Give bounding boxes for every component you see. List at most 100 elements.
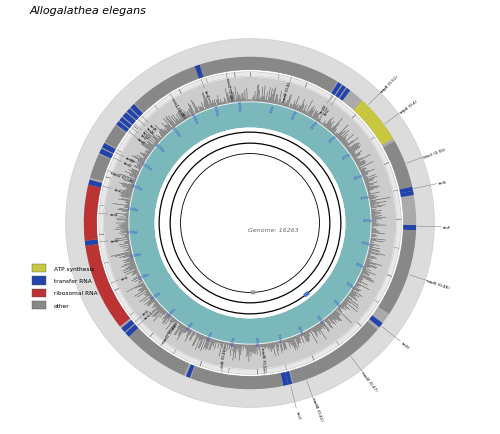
Text: trnW: trnW <box>124 156 134 164</box>
Text: 11000bp: 11000bp <box>138 272 150 280</box>
Circle shape <box>154 128 346 319</box>
Wedge shape <box>130 105 143 118</box>
Wedge shape <box>332 83 342 96</box>
Wedge shape <box>84 185 101 241</box>
Text: 1500bp: 1500bp <box>310 119 319 130</box>
Bar <box>32 276 46 285</box>
Wedge shape <box>248 373 283 389</box>
Text: trnL2: trnL2 <box>144 310 155 320</box>
Text: trnY: trnY <box>136 138 146 145</box>
Wedge shape <box>314 322 378 375</box>
Text: nad3 (0.53): nad3 (0.53) <box>110 171 134 183</box>
Text: 15500bp: 15500bp <box>212 105 220 117</box>
Text: trnN: trnN <box>146 127 154 135</box>
Wedge shape <box>400 191 414 197</box>
Text: trnS: trnS <box>438 180 448 186</box>
Text: 16000bp: 16000bp <box>236 100 240 112</box>
Text: nad2 (0.4): nad2 (0.4) <box>282 82 292 103</box>
Wedge shape <box>191 366 248 389</box>
Wedge shape <box>400 187 413 194</box>
Text: 10000bp: 10000bp <box>166 306 177 318</box>
Text: trnQ: trnQ <box>142 130 152 139</box>
Text: nad4l (0.41): nad4l (0.41) <box>311 396 323 421</box>
Text: 11500bp: 11500bp <box>130 251 142 258</box>
Wedge shape <box>303 291 310 298</box>
Wedge shape <box>340 89 350 102</box>
Text: 7500bp: 7500bp <box>276 332 281 343</box>
Text: nad6 (0.51): nad6 (0.51) <box>260 347 266 371</box>
Wedge shape <box>120 118 132 129</box>
Wedge shape <box>251 291 256 295</box>
Wedge shape <box>84 58 416 389</box>
Wedge shape <box>99 149 113 159</box>
Text: ATP synthesis: ATP synthesis <box>54 266 94 271</box>
Text: rrnS: rrnS <box>110 213 118 217</box>
Text: 7000bp: 7000bp <box>296 325 304 335</box>
Wedge shape <box>86 244 130 327</box>
Text: trnI: trnI <box>114 187 122 193</box>
Text: trnD: trnD <box>122 161 132 168</box>
Text: trnC: trnC <box>323 107 332 116</box>
Text: 14000bp: 14000bp <box>154 142 165 153</box>
Text: 6500bp: 6500bp <box>315 313 324 324</box>
Text: 2500bp: 2500bp <box>342 152 352 161</box>
Text: 3500bp: 3500bp <box>360 195 370 201</box>
Text: cox1 (0.46): cox1 (0.46) <box>170 97 186 118</box>
Wedge shape <box>99 72 401 375</box>
Wedge shape <box>364 112 393 146</box>
Text: ribosomal RNA: ribosomal RNA <box>54 291 98 296</box>
Text: cob (0.46): cob (0.46) <box>220 346 228 368</box>
Wedge shape <box>186 365 194 378</box>
Text: trnF: trnF <box>443 225 452 229</box>
Text: cox3 (0.55): cox3 (0.55) <box>422 147 446 159</box>
Wedge shape <box>403 225 416 231</box>
Text: 4500bp: 4500bp <box>361 240 372 246</box>
Text: trnH: trnH <box>400 341 410 349</box>
Text: 13000bp: 13000bp <box>131 184 144 191</box>
Text: 15000bp: 15000bp <box>190 113 199 125</box>
Text: transfer RNA: transfer RNA <box>54 278 92 283</box>
Text: nad5 (0.48): nad5 (0.48) <box>426 279 450 290</box>
Wedge shape <box>250 58 338 93</box>
Text: Genome: 16263: Genome: 16263 <box>248 227 298 233</box>
Wedge shape <box>354 101 374 121</box>
Text: other: other <box>54 303 70 308</box>
Text: atp6 (0.4): atp6 (0.4) <box>400 99 418 114</box>
Bar <box>32 264 46 273</box>
Text: trnC: trnC <box>139 134 148 142</box>
Wedge shape <box>200 58 250 78</box>
Text: 3000bp: 3000bp <box>353 172 364 180</box>
Text: trnT: trnT <box>295 410 301 419</box>
Wedge shape <box>130 103 370 344</box>
Wedge shape <box>194 66 203 79</box>
Wedge shape <box>290 362 319 384</box>
Bar <box>32 289 46 297</box>
Text: 2000bp: 2000bp <box>328 134 338 144</box>
Wedge shape <box>378 230 416 314</box>
Wedge shape <box>129 328 189 376</box>
Text: cox2 (0.48): cox2 (0.48) <box>225 77 232 101</box>
Text: nad4 (0.47): nad4 (0.47) <box>360 370 378 391</box>
Text: 1000bp: 1000bp <box>291 109 298 120</box>
Text: Allogalathea elegans: Allogalathea elegans <box>30 6 146 16</box>
Wedge shape <box>126 325 138 337</box>
Wedge shape <box>90 155 110 182</box>
Text: 9500bp: 9500bp <box>186 320 194 331</box>
Text: 8500bp: 8500bp <box>230 335 236 345</box>
Text: 4000bp: 4000bp <box>363 218 373 223</box>
Wedge shape <box>336 86 346 99</box>
Circle shape <box>97 71 403 376</box>
Text: trnW: trnW <box>320 104 328 115</box>
Text: trnL: trnL <box>142 308 151 316</box>
Text: 10500bp: 10500bp <box>150 290 162 300</box>
Wedge shape <box>122 320 134 332</box>
Text: 9000bp: 9000bp <box>208 329 214 340</box>
Wedge shape <box>280 372 288 386</box>
Text: trnR: trnR <box>148 123 158 132</box>
Wedge shape <box>85 240 98 247</box>
Text: rrnL: rrnL <box>120 274 130 281</box>
Text: 14500bp: 14500bp <box>170 126 181 138</box>
Text: 5000bp: 5000bp <box>355 261 366 269</box>
Wedge shape <box>370 316 382 328</box>
Wedge shape <box>104 78 396 369</box>
